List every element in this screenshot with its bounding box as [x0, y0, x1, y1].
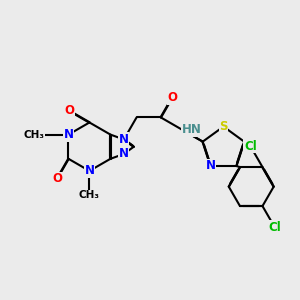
Text: O: O [167, 91, 177, 104]
Text: CH₃: CH₃ [79, 190, 100, 200]
Text: S: S [219, 120, 228, 133]
Text: N: N [119, 133, 129, 146]
Text: O: O [64, 104, 74, 118]
Text: N: N [119, 148, 129, 160]
Text: N: N [206, 160, 216, 172]
Text: HN: HN [182, 123, 202, 136]
Text: CH₃: CH₃ [23, 130, 44, 140]
Text: O: O [52, 172, 62, 185]
Text: N: N [64, 128, 74, 141]
Text: N: N [85, 164, 94, 177]
Text: Cl: Cl [244, 140, 257, 153]
Text: Cl: Cl [268, 220, 281, 233]
